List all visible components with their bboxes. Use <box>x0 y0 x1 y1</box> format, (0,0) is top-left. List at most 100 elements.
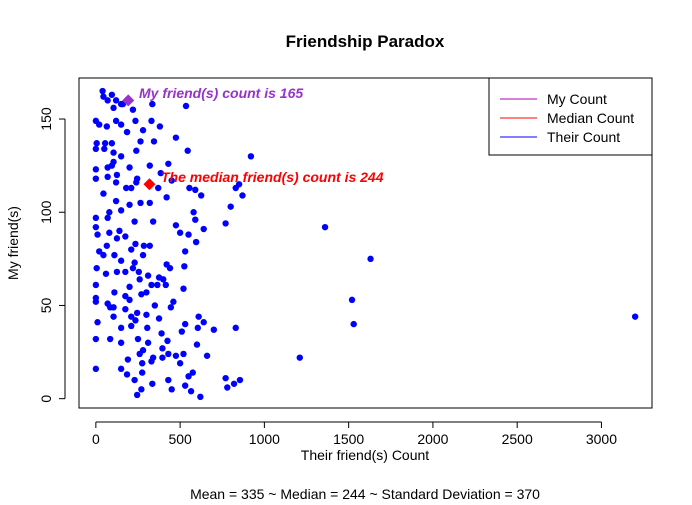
data-point <box>203 352 211 359</box>
x-tick-label: 1000 <box>249 431 280 447</box>
data-point <box>176 229 184 236</box>
data-point <box>321 223 329 231</box>
data-point <box>247 153 255 160</box>
my-count-marker <box>122 94 135 107</box>
data-point <box>232 324 239 332</box>
data-point <box>195 313 202 320</box>
data-point <box>92 365 100 373</box>
data-point <box>172 352 180 359</box>
data-point <box>104 173 111 181</box>
data-point <box>113 235 121 242</box>
data-point <box>165 350 172 358</box>
data-point <box>168 177 175 184</box>
data-point <box>140 242 148 249</box>
data-point <box>93 140 100 147</box>
data-point <box>113 171 121 179</box>
data-point <box>94 319 101 326</box>
data-point <box>128 184 135 192</box>
data-point <box>184 147 191 154</box>
data-point <box>106 304 114 311</box>
data-point <box>144 339 152 346</box>
data-point <box>178 328 186 335</box>
y-tick-label: 150 <box>38 107 54 131</box>
x-tick-label: 2500 <box>502 431 533 447</box>
data-point <box>197 192 205 199</box>
y-tick-label: 0 <box>38 395 54 403</box>
data-point <box>224 384 231 391</box>
data-point <box>148 117 155 125</box>
data-points <box>92 87 639 401</box>
summary-stats: Mean = 335 ~ Median = 244 ~ Standard Dev… <box>190 486 540 502</box>
data-point <box>126 164 133 171</box>
data-point <box>96 121 103 128</box>
data-point <box>122 292 129 300</box>
data-point <box>106 209 113 216</box>
data-point <box>138 360 146 367</box>
data-point <box>131 218 138 225</box>
data-point <box>146 162 153 169</box>
data-point <box>185 373 192 380</box>
data-point <box>190 209 197 216</box>
data-point <box>113 268 121 276</box>
data-point <box>134 335 142 343</box>
data-point <box>200 319 207 326</box>
data-point <box>112 117 120 125</box>
legend-label-my-count: My Count <box>547 91 607 107</box>
data-point <box>170 298 177 305</box>
data-point <box>135 268 143 276</box>
data-point <box>193 341 201 348</box>
data-point <box>159 354 166 361</box>
data-point <box>138 291 145 298</box>
x-tick-label: 2000 <box>417 431 448 447</box>
data-point <box>149 218 157 225</box>
y-tick-label: 50 <box>38 297 54 313</box>
data-point <box>117 324 125 332</box>
data-point <box>149 380 156 387</box>
data-point <box>227 203 234 210</box>
data-point <box>180 285 187 292</box>
data-point <box>137 138 144 145</box>
data-point <box>129 106 137 113</box>
data-point <box>222 374 229 382</box>
x-tick-label: 3000 <box>586 431 617 447</box>
data-point <box>117 365 125 373</box>
data-point <box>128 322 135 330</box>
data-point <box>124 356 132 363</box>
data-point <box>139 251 147 259</box>
data-point <box>172 222 180 229</box>
data-point <box>181 382 189 389</box>
data-point <box>92 223 100 231</box>
data-point <box>239 192 246 199</box>
data-point <box>185 231 192 238</box>
data-point <box>181 263 188 270</box>
data-point <box>181 320 189 328</box>
data-point <box>148 281 155 289</box>
data-point <box>163 194 170 201</box>
data-point <box>155 274 163 281</box>
data-point <box>143 289 150 296</box>
data-point <box>112 179 120 186</box>
data-point <box>192 238 200 246</box>
data-point <box>117 100 125 108</box>
data-point <box>126 283 133 291</box>
data-point <box>132 317 139 324</box>
plot-area-frame <box>78 77 653 409</box>
data-point <box>126 296 133 304</box>
data-point <box>92 281 100 289</box>
data-point <box>131 259 138 266</box>
data-point <box>110 104 117 112</box>
data-point <box>296 354 303 361</box>
data-point <box>136 276 143 283</box>
data-point <box>111 289 118 296</box>
data-point <box>122 305 129 313</box>
data-point <box>139 347 147 354</box>
legend-label-their-count: Their Count <box>547 129 620 145</box>
data-point <box>117 121 125 128</box>
data-point <box>158 330 165 337</box>
data-point <box>106 229 113 236</box>
data-point <box>236 376 244 384</box>
data-point <box>154 281 161 289</box>
data-point <box>144 324 151 332</box>
legend-box <box>488 77 653 156</box>
legend-label-median-count: Median Count <box>547 110 634 126</box>
